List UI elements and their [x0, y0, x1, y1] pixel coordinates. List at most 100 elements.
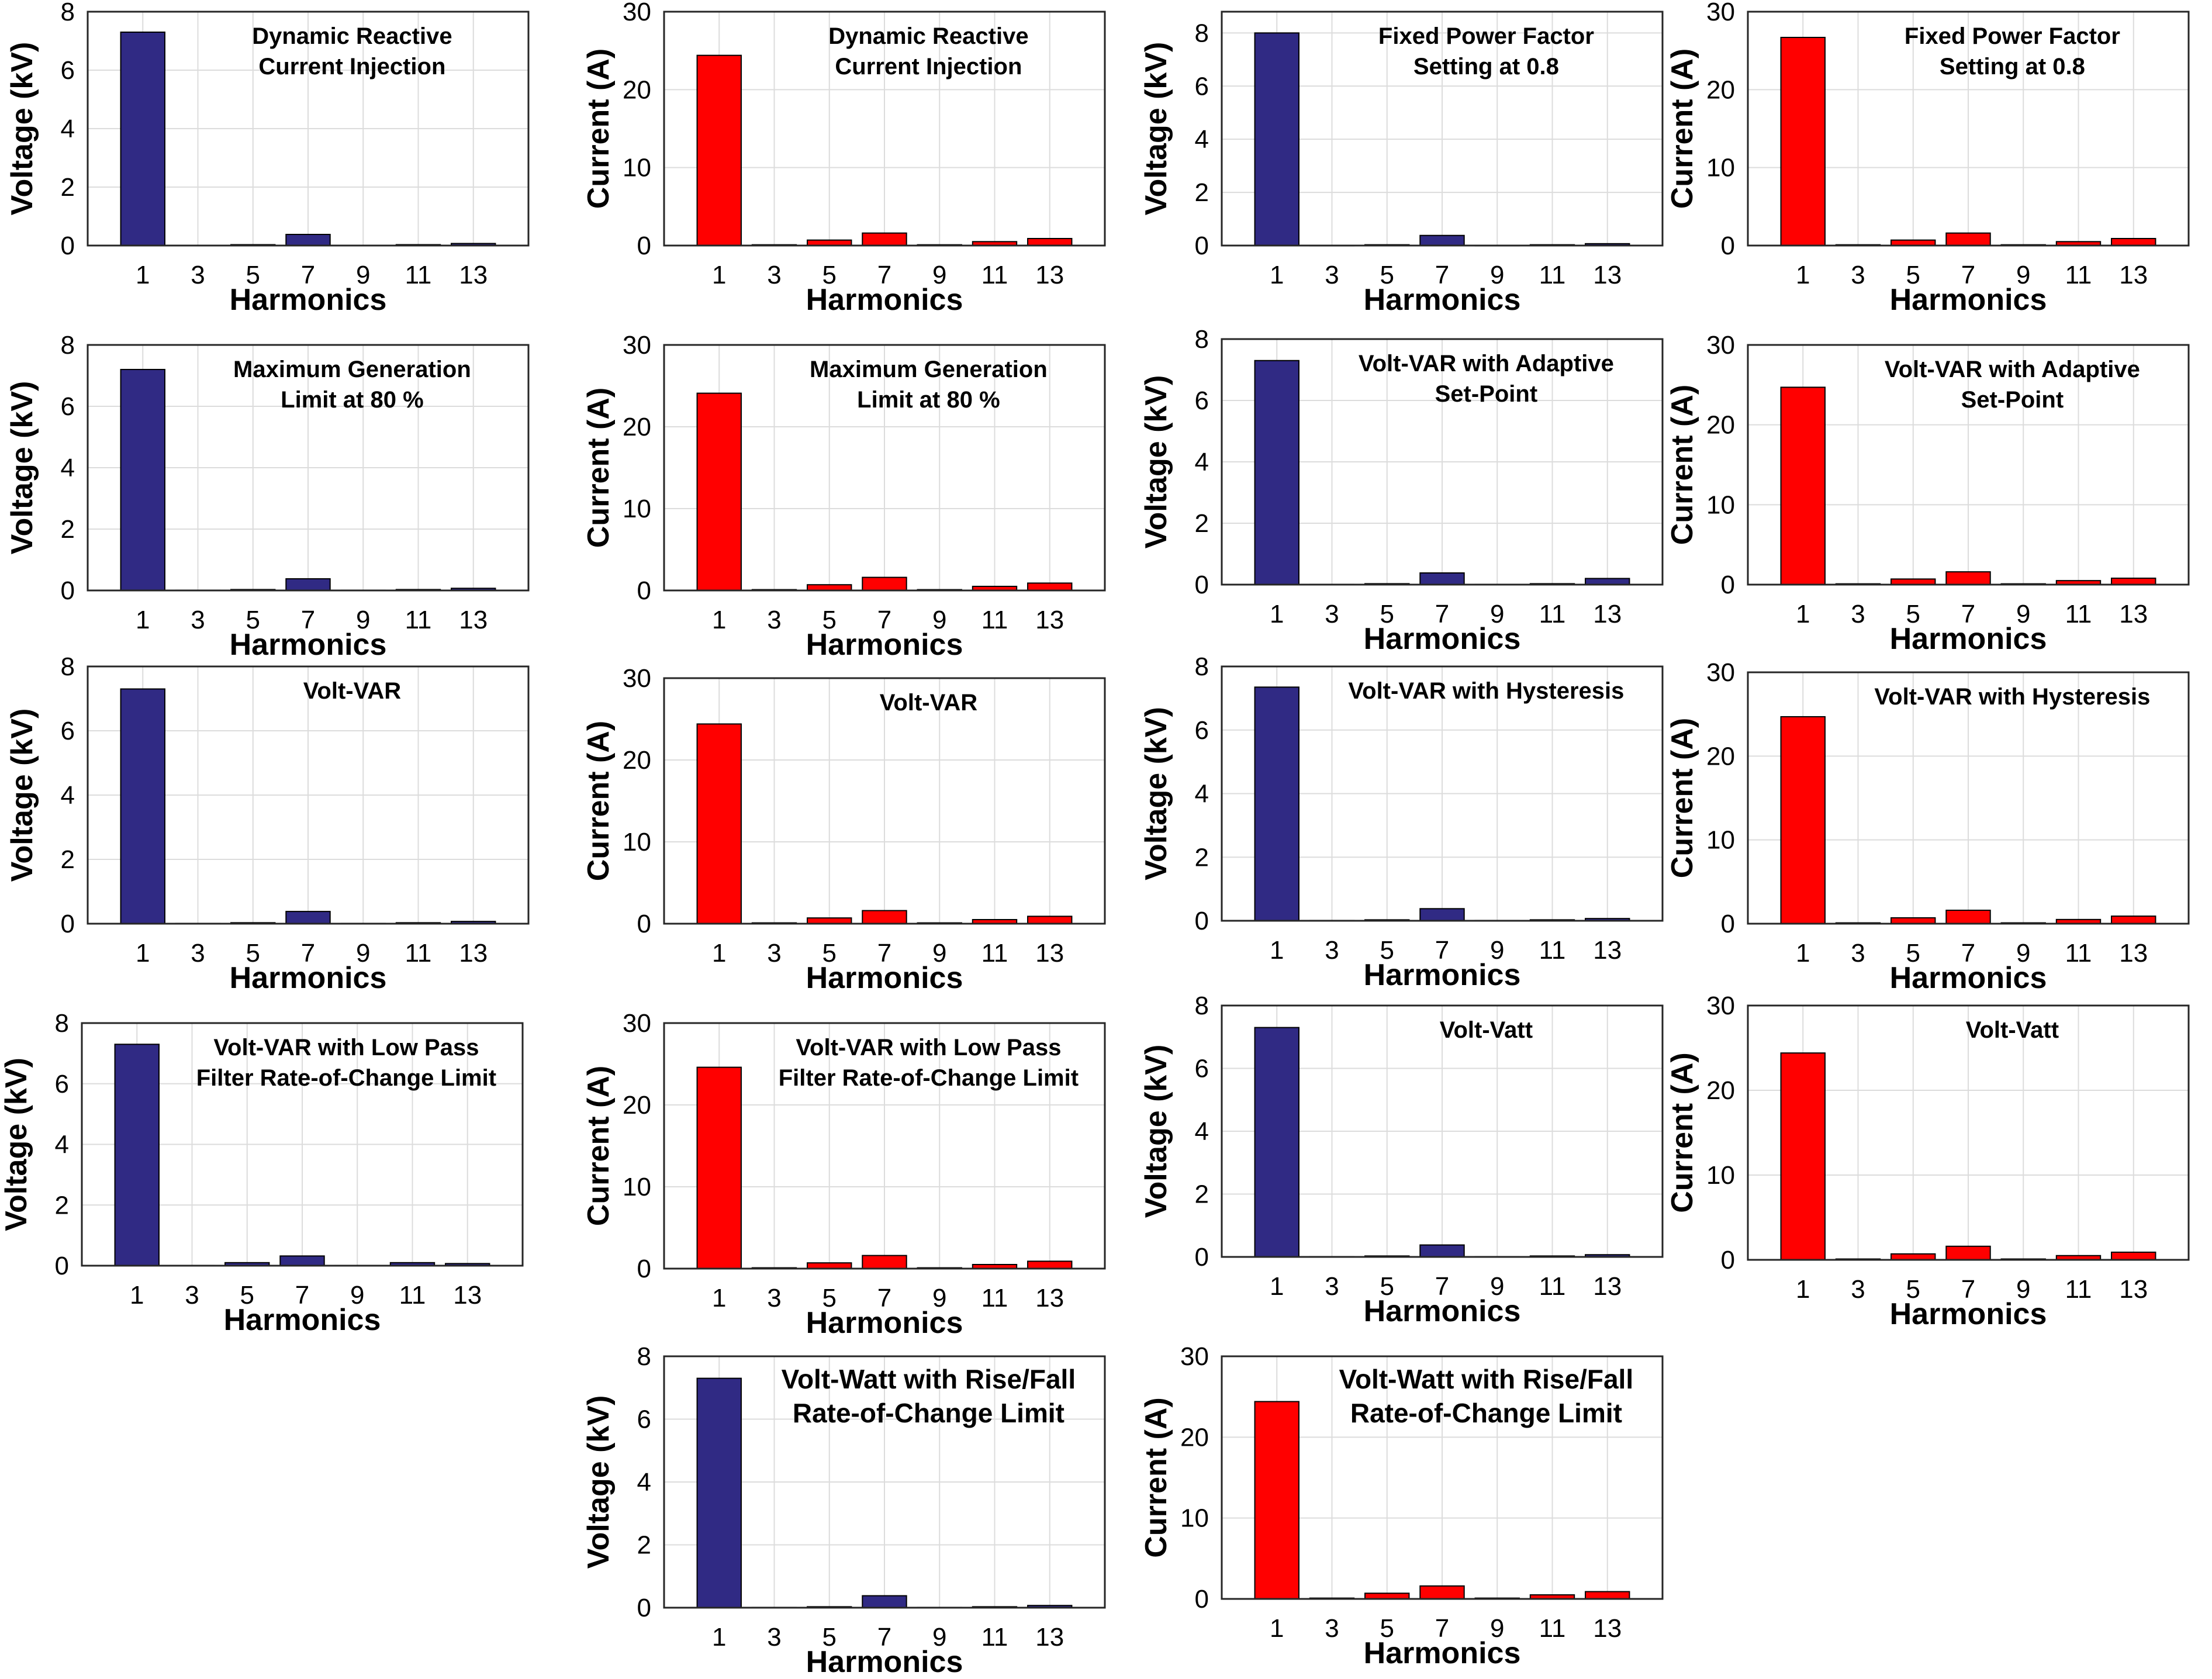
y-tick-label: 30 — [1706, 658, 1735, 687]
x-tick-label: 3 — [1851, 1275, 1865, 1304]
chart-title-line: Rate-of-Change Limit — [793, 1398, 1064, 1428]
x-tick-label: 5 — [822, 1284, 837, 1312]
bar-harmonic-7 — [285, 234, 331, 246]
y-tick-label: 0 — [1721, 571, 1735, 599]
chart-title-line: Volt-VAR with Adaptive — [1885, 357, 2140, 382]
x-tick-label: 13 — [1593, 600, 1622, 628]
x-tick-label: 5 — [822, 606, 837, 634]
x-tick-label: 7 — [301, 939, 315, 968]
y-tick-label: 0 — [61, 576, 75, 605]
x-tick-label: 13 — [1593, 1614, 1622, 1643]
bar-harmonic-13 — [1027, 582, 1073, 592]
chart-title-line: Setting at 0.8 — [1413, 54, 1559, 80]
y-tick-label: 4 — [61, 781, 75, 810]
x-tick-label: 5 — [246, 261, 260, 289]
bar-harmonic-13 — [2111, 915, 2156, 924]
y-tick-label: 0 — [1195, 907, 1209, 935]
bar-harmonic-7 — [1945, 232, 1991, 246]
bar-harmonic-7 — [862, 232, 907, 246]
x-tick-label: 11 — [1539, 600, 1566, 628]
y-tick-label: 0 — [61, 910, 75, 938]
y-axis-label: Current (A) — [1665, 718, 1699, 878]
chart-title-line: Set-Point — [1961, 387, 2064, 413]
y-tick-label: 8 — [61, 331, 75, 360]
y-tick-label: 6 — [61, 56, 75, 85]
y-tick-label: 0 — [637, 232, 651, 260]
x-tick-label: 13 — [1593, 936, 1622, 965]
y-axis-label: Current (A) — [582, 721, 616, 881]
x-tick-label: 11 — [2065, 600, 2092, 628]
x-tick-label: 5 — [822, 939, 837, 968]
x-tick-label: 1 — [1270, 1614, 1284, 1643]
bar-harmonic-7 — [1945, 1245, 1991, 1261]
y-tick-label: 2 — [55, 1191, 69, 1219]
y-tick-label: 8 — [61, 652, 75, 681]
axes-frame — [1221, 1355, 1664, 1600]
bar-harmonic-13 — [1027, 1260, 1073, 1269]
bar-harmonic-13 — [1027, 915, 1073, 925]
x-tick-label: 1 — [712, 939, 726, 968]
bar-harmonic-1 — [696, 392, 742, 591]
bar-harmonic-7 — [285, 578, 331, 591]
x-tick-label: 5 — [822, 1623, 837, 1652]
bar-harmonic-1 — [120, 32, 165, 246]
bar-harmonic-7 — [1419, 572, 1465, 585]
x-tick-label: 9 — [2016, 939, 2030, 968]
y-tick-label: 2 — [61, 515, 75, 544]
y-tick-label: 8 — [1195, 19, 1209, 47]
x-axis-label: Harmonics — [1890, 283, 2047, 317]
x-tick-label: 1 — [136, 939, 150, 968]
x-axis-label: Harmonics — [1364, 1294, 1521, 1328]
chart-title-line: Volt-VAR with Low Pass — [796, 1035, 1061, 1060]
bar-harmonic-1 — [1254, 1027, 1299, 1257]
x-tick-label: 7 — [877, 1284, 891, 1312]
x-tick-label: 5 — [246, 606, 260, 634]
y-tick-label: 10 — [1706, 490, 1735, 519]
bar-harmonic-13 — [1027, 238, 1073, 246]
x-tick-label: 13 — [1593, 1272, 1622, 1301]
x-tick-label: 11 — [1539, 261, 1566, 289]
x-tick-label: 5 — [822, 261, 837, 289]
y-tick-label: 2 — [1195, 509, 1209, 538]
x-tick-label: 9 — [356, 939, 370, 968]
bar-harmonic-13 — [2111, 1251, 2156, 1260]
x-tick-label: 11 — [2065, 939, 2092, 968]
x-tick-label: 3 — [1325, 1272, 1339, 1301]
x-tick-label: 11 — [981, 606, 1008, 634]
bar-harmonic-5 — [1890, 1253, 1936, 1261]
x-tick-label: 9 — [2016, 600, 2030, 628]
x-tick-label: 5 — [246, 939, 260, 968]
x-tick-label: 1 — [136, 261, 150, 289]
x-tick-label: 7 — [1961, 600, 1975, 628]
x-tick-label: 3 — [1325, 936, 1339, 965]
bar-harmonic-7 — [1419, 1585, 1465, 1600]
x-axis-label: Harmonics — [806, 283, 963, 317]
axes-frame — [1221, 665, 1664, 922]
x-tick-label: 1 — [1270, 600, 1284, 628]
x-tick-label: 1 — [1270, 1272, 1284, 1301]
bar-harmonic-7 — [862, 910, 907, 924]
x-tick-label: 1 — [1796, 939, 1810, 968]
y-tick-label: 2 — [61, 173, 75, 202]
y-tick-label: 6 — [1195, 716, 1209, 745]
x-tick-label: 7 — [1435, 600, 1449, 628]
x-axis-label: Harmonics — [806, 961, 963, 995]
y-tick-label: 30 — [1706, 991, 1735, 1020]
x-axis-label: Harmonics — [1364, 622, 1521, 656]
y-tick-label: 0 — [1195, 1243, 1209, 1272]
bar-harmonic-1 — [1254, 1401, 1299, 1599]
y-tick-label: 2 — [1195, 1180, 1209, 1209]
y-tick-label: 6 — [61, 392, 75, 421]
x-axis-label: Harmonics — [806, 628, 963, 662]
y-tick-label: 8 — [1195, 991, 1209, 1020]
chart-title-line: Limit at 80 % — [857, 387, 1000, 413]
y-axis-label: Voltage (kV) — [5, 42, 39, 216]
axes-frame — [1221, 1004, 1664, 1258]
